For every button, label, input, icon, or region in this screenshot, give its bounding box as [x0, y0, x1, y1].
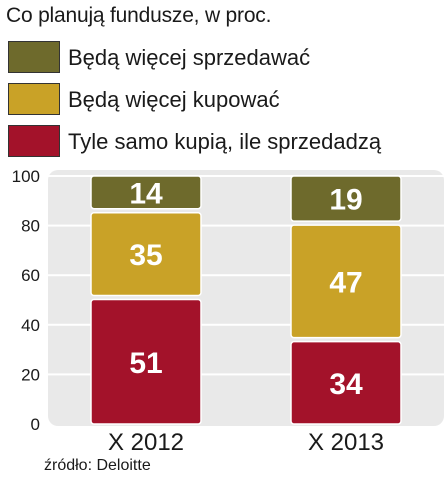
bar-value-label-1-2: 35 — [129, 239, 162, 272]
bar-segment-1-2 — [90, 211, 202, 297]
legend-label-sell: Będą więcej sprzedawać — [68, 45, 311, 70]
y-tick-label-0: 0 — [31, 415, 40, 434]
legend-label-same: Tyle samo kupią, ile sprzedadzą — [68, 129, 382, 154]
bar-value-label-1-1: 51 — [129, 347, 162, 380]
bar-segment-2-1 — [290, 340, 402, 425]
bar-segment-2-2 — [290, 224, 402, 339]
chart-legend: Będą więcej sprzedawać Będą więcej kupow… — [8, 39, 447, 165]
bar-segment-2-3 — [290, 175, 402, 222]
x-category-label-1: X 2012 — [108, 429, 184, 456]
chart-title: Co planują fundusze, w proc. — [6, 4, 272, 27]
y-tick-label-80: 80 — [21, 217, 40, 236]
y-tick-label-40: 40 — [21, 316, 40, 335]
bar-value-label-2-3: 19 — [329, 184, 362, 217]
legend-item-sell: Będą więcej sprzedawać — [8, 39, 447, 81]
legend-item-same: Tyle samo kupią, ile sprzedadzą — [8, 123, 447, 165]
legend-swatch-buy — [8, 83, 60, 115]
legend-swatch-sell — [8, 41, 60, 73]
bar-segment-1-1 — [90, 298, 202, 425]
source-note: źródło: Deloitte — [44, 457, 151, 474]
y-tick-label-20: 20 — [21, 365, 40, 384]
y-tick-label-100: 100 — [12, 167, 40, 186]
legend-swatch-same — [8, 125, 60, 157]
bar-segment-1-3 — [90, 175, 202, 210]
legend-label-buy: Będą więcej kupować — [68, 87, 280, 112]
x-category-label-2: X 2013 — [308, 429, 384, 456]
bar-value-label-1-3: 14 — [129, 177, 163, 210]
bar-value-label-2-1: 34 — [329, 368, 363, 401]
legend-item-buy: Będą więcej kupować — [8, 81, 447, 123]
y-tick-label-60: 60 — [21, 266, 40, 285]
bar-value-label-2-2: 47 — [329, 266, 362, 299]
